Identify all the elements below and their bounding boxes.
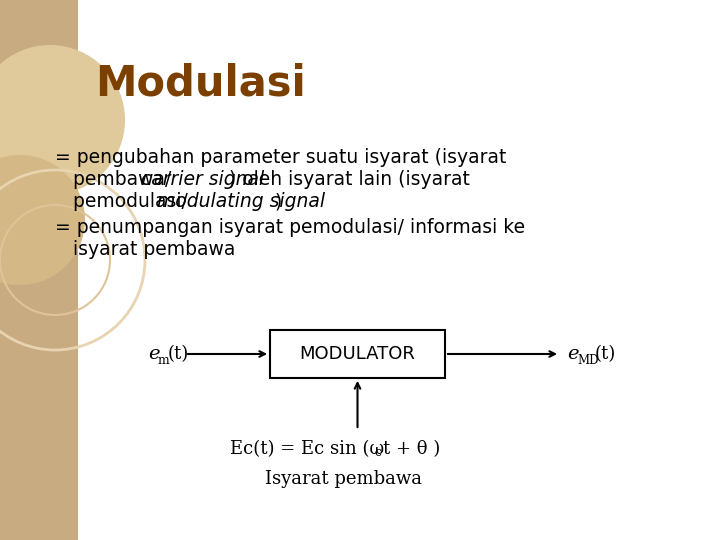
Text: pemodulasi/: pemodulasi/	[73, 192, 194, 211]
Text: (t): (t)	[595, 345, 616, 363]
Text: ): )	[275, 192, 282, 211]
Bar	[0, 0, 78, 540]
Text: t + θ ): t + θ )	[383, 440, 440, 458]
Circle shape	[0, 45, 125, 195]
Text: Ec(t) = Ec sin (ω: Ec(t) = Ec sin (ω	[230, 440, 384, 458]
Text: MD: MD	[577, 354, 598, 368]
Text: c: c	[374, 446, 381, 459]
Text: MODULATOR: MODULATOR	[300, 345, 415, 363]
Text: = pengubahan parameter suatu isyarat (isyarat: = pengubahan parameter suatu isyarat (is…	[55, 148, 506, 167]
Text: ) oleh isyarat lain (isyarat: ) oleh isyarat lain (isyarat	[229, 170, 470, 189]
Text: modulating signal: modulating signal	[157, 192, 325, 211]
Bar	[270, 330, 445, 378]
Text: pembawa/: pembawa/	[73, 170, 177, 189]
Text: Modulasi: Modulasi	[95, 62, 306, 104]
Text: e: e	[148, 345, 160, 363]
Circle shape	[0, 155, 85, 285]
Text: Isyarat pembawa: Isyarat pembawa	[265, 470, 422, 488]
Text: m: m	[158, 354, 170, 368]
Text: = penumpangan isyarat pemodulasi/ informasi ke: = penumpangan isyarat pemodulasi/ inform…	[55, 218, 525, 237]
Text: e: e	[567, 345, 578, 363]
Text: (t): (t)	[168, 345, 189, 363]
Text: carrier signal: carrier signal	[141, 170, 264, 189]
Text: isyarat pembawa: isyarat pembawa	[73, 240, 235, 259]
